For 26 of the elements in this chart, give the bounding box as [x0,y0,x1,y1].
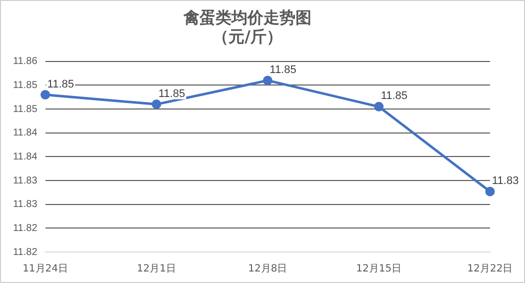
x-tick-label: 12月15日 [356,264,402,275]
x-tick-label: 11月24日 [22,264,68,275]
y-tick-label: 11.85 [12,80,38,91]
text: 11.85 [380,90,408,102]
y-tick-label: 11.85 [12,104,38,115]
y-tick-label: 11.83 [12,175,38,186]
point [262,76,272,86]
y-tick-label: 11.84 [12,151,38,162]
text: 11.85 [47,78,74,90]
text: 禽蛋类均价走势图 [184,8,312,27]
text: 11.83 [492,175,519,188]
text: （元/斤） [212,26,282,46]
x-tick-label: 12月8日 [248,264,288,275]
point [40,90,50,100]
y-tick-label: 11.84 [12,128,38,139]
text: 11.85 [270,64,296,76]
y-tick-label: 11.82 [12,222,38,234]
y-tick-label: 11.82 [12,246,38,258]
x-tick-label: 12月22日 [467,264,513,275]
y-tick-label: 11.83 [12,199,38,210]
y-tick-label: 11.86 [12,56,38,68]
point [374,102,384,112]
point [152,100,162,110]
x-tick-label: 12月1日 [136,264,176,275]
point [485,186,495,196]
text: 11.85 [158,88,186,100]
